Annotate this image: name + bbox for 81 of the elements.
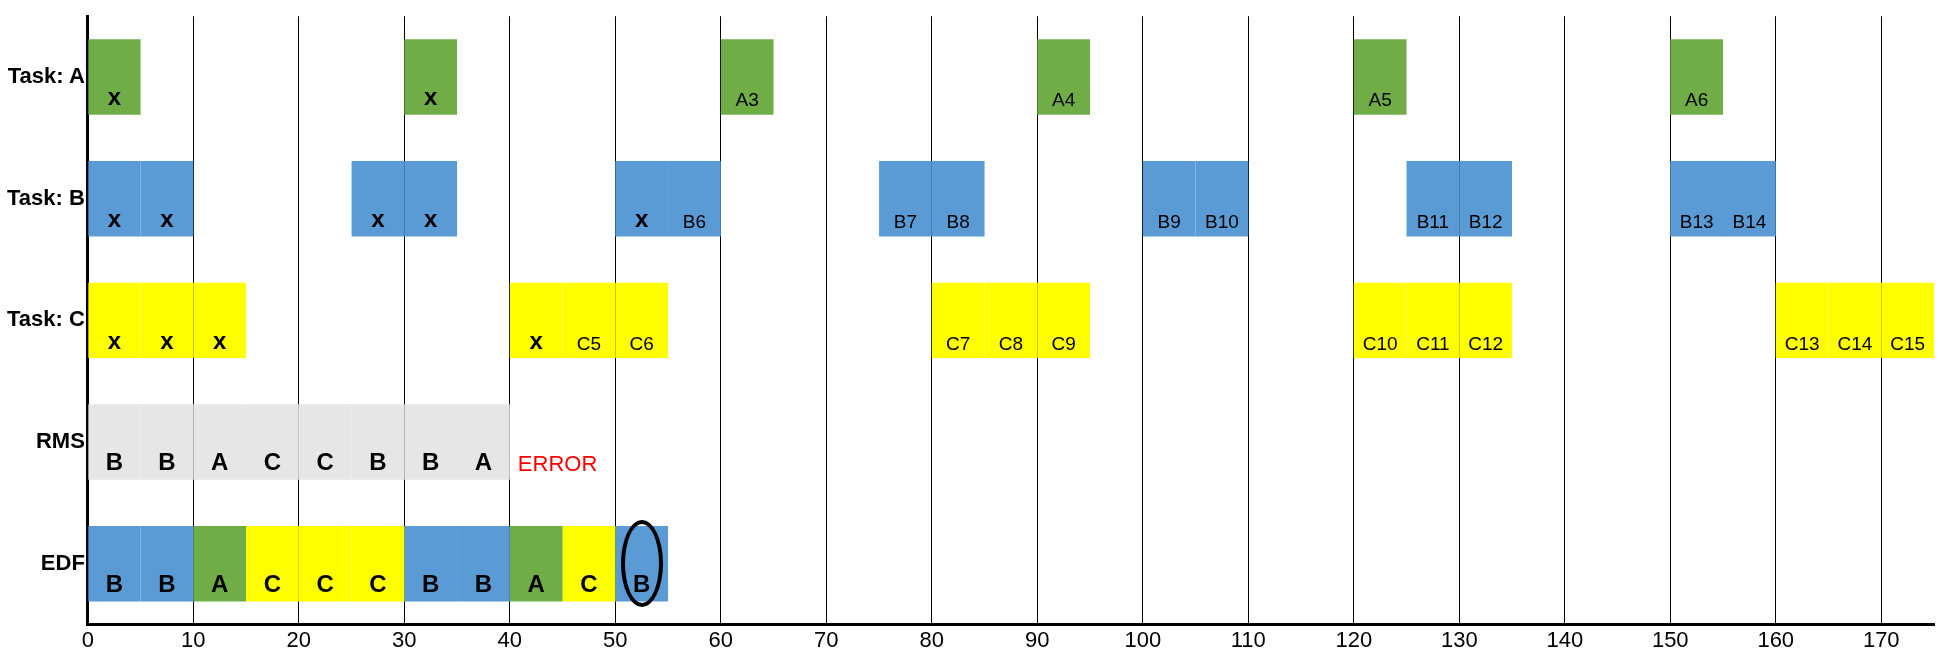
y-tick-label: Task: B — [6, 184, 85, 210]
data-label: B — [105, 570, 124, 598]
x-tick-label: 90 — [1025, 626, 1050, 652]
data-label: B — [633, 570, 651, 598]
bar — [193, 526, 247, 602]
data-label: A — [211, 448, 229, 476]
data-label: C10 — [1362, 332, 1398, 354]
data-label: B10 — [1205, 211, 1239, 233]
data-label: B14 — [1732, 211, 1767, 233]
bar — [562, 526, 616, 602]
data-label: x — [424, 205, 439, 233]
x-tick-label: 120 — [1335, 626, 1373, 652]
data-label: x — [213, 326, 228, 354]
data-label: C8 — [998, 332, 1024, 354]
data-label: B9 — [1157, 211, 1181, 233]
data-label: x — [160, 326, 175, 354]
x-tick-label: 70 — [814, 626, 839, 652]
data-label: B7 — [893, 211, 918, 233]
x-tick-label: 50 — [603, 626, 628, 652]
y-tick-label: Task: A — [7, 63, 85, 89]
x-tick-label: 40 — [497, 626, 523, 652]
data-label: C — [580, 570, 598, 598]
x-tick-label: 80 — [919, 626, 945, 652]
data-label: C7 — [946, 332, 971, 354]
data-label: x — [160, 205, 175, 233]
data-label: C12 — [1468, 332, 1504, 354]
data-label: B13 — [1679, 211, 1714, 233]
data-label: A6 — [1685, 89, 1709, 111]
x-tick-label: 0 — [81, 626, 94, 652]
x-tick-label: 60 — [708, 626, 734, 652]
data-label: B11 — [1416, 211, 1450, 233]
data-label: B — [369, 448, 387, 476]
data-label: x — [107, 83, 122, 111]
data-label: A — [527, 570, 545, 598]
data-label: x — [635, 205, 650, 233]
y-tick-label: RMS — [35, 428, 85, 454]
data-label: C — [263, 570, 282, 598]
data-label: C15 — [1890, 332, 1926, 354]
x-tick-label: 100 — [1124, 626, 1162, 652]
data-label: x — [371, 205, 386, 233]
y-tick-label: EDF — [40, 549, 85, 575]
data-label: A — [474, 448, 493, 476]
data-label: A3 — [735, 89, 759, 111]
data-label: B — [158, 570, 176, 598]
data-label: A4 — [1052, 89, 1076, 111]
data-label: B8 — [946, 211, 970, 233]
data-label: C5 — [576, 332, 602, 354]
y-tick-label: Task: C — [6, 306, 85, 332]
data-label: B12 — [1468, 211, 1503, 233]
data-label: A — [211, 570, 229, 598]
data-label: B — [422, 448, 440, 476]
data-label: C9 — [1051, 332, 1076, 354]
x-tick-label: 140 — [1546, 626, 1584, 652]
data-label: C11 — [1416, 332, 1450, 354]
data-label: x — [107, 326, 122, 354]
data-label: x — [529, 326, 544, 354]
x-tick-label: 160 — [1757, 626, 1795, 652]
annotation: ERROR — [517, 450, 598, 476]
data-label: C — [316, 570, 334, 598]
x-tick-label: 110 — [1230, 626, 1266, 652]
x-tick-label: 150 — [1651, 626, 1689, 652]
bar — [720, 39, 774, 115]
x-tick-label: 130 — [1440, 626, 1478, 652]
data-label: C — [263, 448, 282, 476]
data-label: C13 — [1784, 332, 1820, 354]
x-tick-label: 10 — [181, 626, 206, 652]
x-tick-label: 20 — [286, 626, 312, 652]
data-label: x — [424, 83, 439, 111]
data-label: B6 — [682, 211, 707, 233]
data-label: C14 — [1837, 332, 1873, 354]
data-label: B — [474, 570, 493, 598]
data-label: B — [105, 448, 124, 476]
data-label: B — [158, 448, 176, 476]
data-label: C6 — [629, 332, 654, 354]
data-label: C — [369, 570, 387, 598]
data-label: A5 — [1368, 89, 1392, 111]
x-tick-label: 170 — [1862, 626, 1900, 652]
data-label: B — [422, 570, 440, 598]
data-label: C — [316, 448, 334, 476]
data-label: x — [107, 205, 122, 233]
x-tick-label: 30 — [392, 626, 417, 652]
